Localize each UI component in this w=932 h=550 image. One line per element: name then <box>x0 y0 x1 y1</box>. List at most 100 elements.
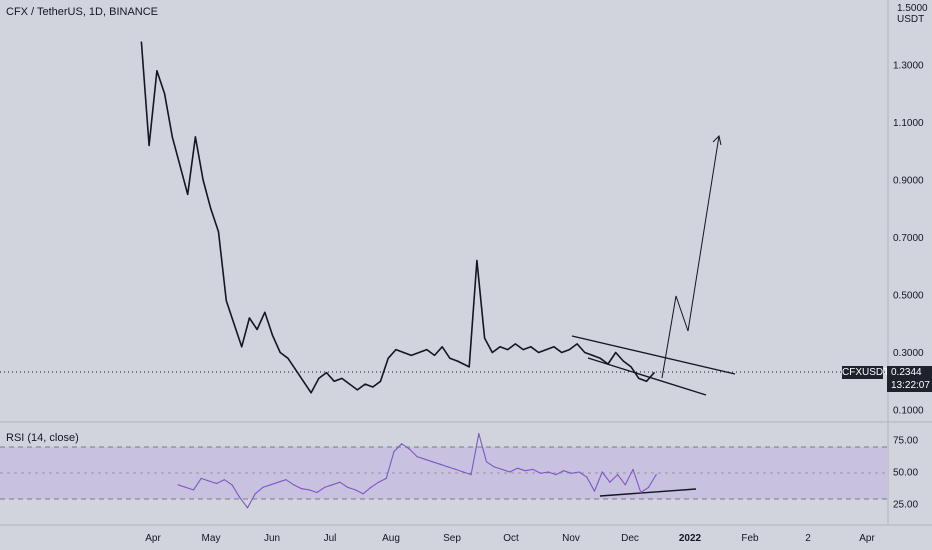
time-tick-label: Apr <box>145 533 161 544</box>
price-point <box>356 389 358 391</box>
time-tick-label: Oct <box>503 533 519 544</box>
rsi-point <box>478 433 480 435</box>
rsi-point <box>324 486 326 488</box>
rsi-point <box>470 474 472 476</box>
price-tick-label: 0.7000 <box>893 233 924 244</box>
price-point <box>349 383 351 385</box>
price-point <box>522 349 524 351</box>
rsi-point <box>501 468 503 470</box>
rsi-trendline <box>599 488 697 497</box>
price-point <box>372 386 374 388</box>
price-point <box>484 337 486 339</box>
rsi-point <box>462 471 464 473</box>
price-tick-label: 1.1000 <box>893 118 924 129</box>
price-point <box>545 349 547 351</box>
price-point <box>441 346 443 348</box>
rsi-point <box>316 491 318 494</box>
price-tick-label: 1.3000 <box>893 61 924 72</box>
price-point <box>256 328 258 331</box>
symbol-badge[interactable]: CFXUSDT <box>842 366 890 379</box>
price-point <box>607 363 609 365</box>
price-point <box>302 380 304 382</box>
rsi-point <box>524 470 526 472</box>
rsi-point <box>216 482 218 485</box>
rsi-point <box>547 471 549 473</box>
time-tick-label: 2 <box>805 533 811 544</box>
rsi-point <box>370 486 372 488</box>
price-point <box>364 383 366 385</box>
rsi-point <box>362 493 364 495</box>
price-point <box>538 351 540 354</box>
time-tick-label: 2022 <box>679 533 702 544</box>
price-point <box>576 343 578 345</box>
rsi-point <box>617 474 619 476</box>
rsi-point <box>339 481 341 483</box>
rsi-point <box>223 479 225 481</box>
price-unit-label: 1.5000 USDT <box>897 3 928 25</box>
time-tick-label: May <box>202 533 221 544</box>
wedge-upper-trendline <box>571 335 736 375</box>
price-point <box>171 136 173 138</box>
price-point <box>233 323 235 325</box>
projection-path <box>661 135 720 379</box>
price-point <box>615 351 617 354</box>
price-point <box>462 363 464 365</box>
time-tick-label: Nov <box>562 533 580 544</box>
rsi-point <box>185 486 187 488</box>
price-point <box>156 70 158 72</box>
rsi-point <box>447 466 449 468</box>
rsi-point <box>516 467 519 469</box>
rsi-point <box>354 489 356 491</box>
price-point <box>514 343 517 345</box>
rsi-title: RSI (14, close) <box>6 432 79 444</box>
price-point <box>264 311 266 313</box>
price-axis-ticks: 1.3000 1.1000 0.9000 0.7000 0.5000 0.3000 0.10… <box>893 61 924 417</box>
rsi-point <box>208 480 210 482</box>
price-point <box>310 392 312 394</box>
rsi-point <box>439 463 441 465</box>
price-point <box>468 366 470 368</box>
price-point <box>491 351 493 354</box>
rsi-point <box>408 448 410 450</box>
price-point <box>553 346 555 348</box>
price-point <box>148 144 150 147</box>
rsi-point <box>277 481 279 483</box>
last-price-badge: 0.2344 13:22:07 <box>887 366 932 392</box>
price-point <box>622 360 625 362</box>
price-point <box>318 377 320 379</box>
price-tick-label: 0.5000 <box>893 291 924 302</box>
price-point <box>248 317 250 319</box>
price-point <box>599 357 601 359</box>
rsi-point <box>331 484 333 486</box>
rsi-point <box>632 468 634 470</box>
time-tick-label: Aug <box>382 533 400 544</box>
price-point <box>476 259 478 262</box>
price-tick-label: 0.1000 <box>893 406 924 417</box>
rsi-point <box>601 471 603 473</box>
rsi-point <box>485 461 488 463</box>
rsi-point <box>192 489 195 491</box>
price-point <box>592 354 594 356</box>
time-tick-label: Feb <box>741 533 759 544</box>
price-point <box>164 93 166 95</box>
rsi-point <box>401 443 403 445</box>
rsi-point <box>424 458 426 460</box>
rsi-point <box>609 481 611 483</box>
price-axis-top-tick: 1.5000 <box>897 3 928 14</box>
price-point <box>507 349 509 351</box>
rsi-tick-label: 75.00 <box>893 436 918 447</box>
chart-title: CFX / TetherUS, 1D, BINANCE <box>6 6 159 18</box>
price-series <box>140 41 655 394</box>
rsi-point <box>385 477 387 479</box>
price-point <box>140 41 142 43</box>
rsi-point <box>532 468 534 470</box>
rsi-point <box>200 477 202 479</box>
price-point <box>279 351 281 354</box>
rsi-axis-ticks: 75.00 50.00 25.00 <box>893 436 918 511</box>
rsi-point <box>586 476 588 478</box>
rsi-point <box>347 486 349 488</box>
price-point <box>410 354 412 356</box>
price-point <box>584 351 586 354</box>
time-tick-label: Jun <box>264 533 280 544</box>
